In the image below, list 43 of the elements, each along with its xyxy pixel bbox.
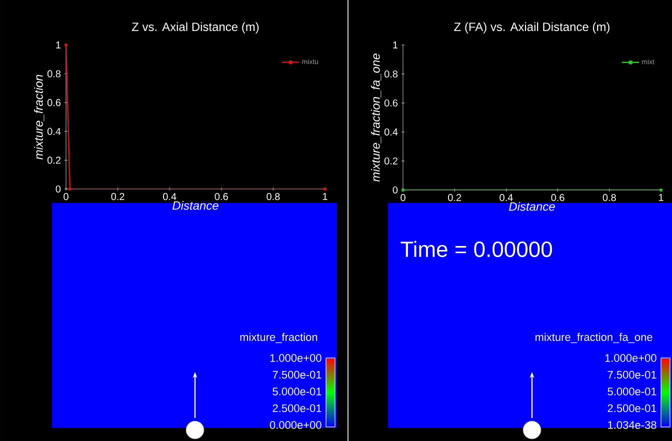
x-tick-label: 0.6 bbox=[551, 194, 564, 202]
y-axis-title: mixture_fraction_fa_one bbox=[371, 54, 382, 182]
y-tick-label: 0.2 bbox=[47, 156, 60, 164]
text: 5.000e-01 bbox=[608, 388, 656, 396]
y-tick-label: 0 bbox=[56, 185, 61, 193]
text: 1.000e+00 bbox=[605, 354, 656, 362]
x-tick-label: 0.4 bbox=[163, 193, 176, 200]
y-tick-label: 0.6 bbox=[384, 99, 398, 107]
text: mixture_fraction_fa_one bbox=[536, 332, 652, 344]
x-tick-label: 1 bbox=[658, 194, 664, 201]
y-tick-label: 1 bbox=[56, 42, 60, 48]
y-tick-label: 0.8 bbox=[47, 70, 61, 78]
x-tick-label: 0.8 bbox=[266, 193, 280, 200]
text: 0.000e+00 bbox=[270, 421, 322, 429]
x-tick-label: 0.4 bbox=[500, 194, 513, 202]
y-tick-label: 0.8 bbox=[384, 70, 398, 78]
x-tick-label: 1 bbox=[322, 193, 328, 200]
text: 7.500e-01 bbox=[272, 370, 322, 379]
y-tick-label: 0.4 bbox=[384, 128, 398, 136]
x-tick-label: 0 bbox=[64, 193, 68, 200]
text: 2.500e-01 bbox=[608, 404, 656, 412]
chart-title: Z (FA) vs. Axiail Distance (m) bbox=[454, 22, 610, 34]
x-tick-label: 0.8 bbox=[602, 194, 616, 202]
x-tick-label: 0.2 bbox=[448, 194, 462, 202]
text: mixture_fraction bbox=[240, 332, 318, 344]
y-tick-label: 1 bbox=[393, 42, 398, 48]
text: 5.000e-01 bbox=[272, 388, 322, 396]
text: 7.500e-01 bbox=[608, 370, 656, 379]
y-tick-label: 0.4 bbox=[47, 128, 61, 135]
text: 2.500e-01 bbox=[272, 404, 322, 412]
y-tick-label: 0 bbox=[392, 186, 398, 194]
text: 1.034e-38 bbox=[608, 421, 656, 429]
x-tick-label: 0.6 bbox=[214, 193, 228, 200]
x-axis-title: Distance bbox=[509, 202, 555, 211]
y-axis-title: mixture_fraction bbox=[34, 74, 44, 160]
y-tick-label: 0.2 bbox=[384, 157, 398, 165]
x-axis-title: Distance bbox=[172, 200, 218, 210]
x-tick-label: 0 bbox=[400, 194, 406, 202]
x-tick-label: 0.2 bbox=[111, 193, 124, 200]
chart-title: Z vs. Axial Distance (m) bbox=[132, 22, 259, 34]
text: 1.000e+00 bbox=[270, 354, 322, 362]
text: Time = 0.00000 bbox=[400, 240, 552, 258]
y-tick-label: 0.6 bbox=[47, 99, 61, 106]
